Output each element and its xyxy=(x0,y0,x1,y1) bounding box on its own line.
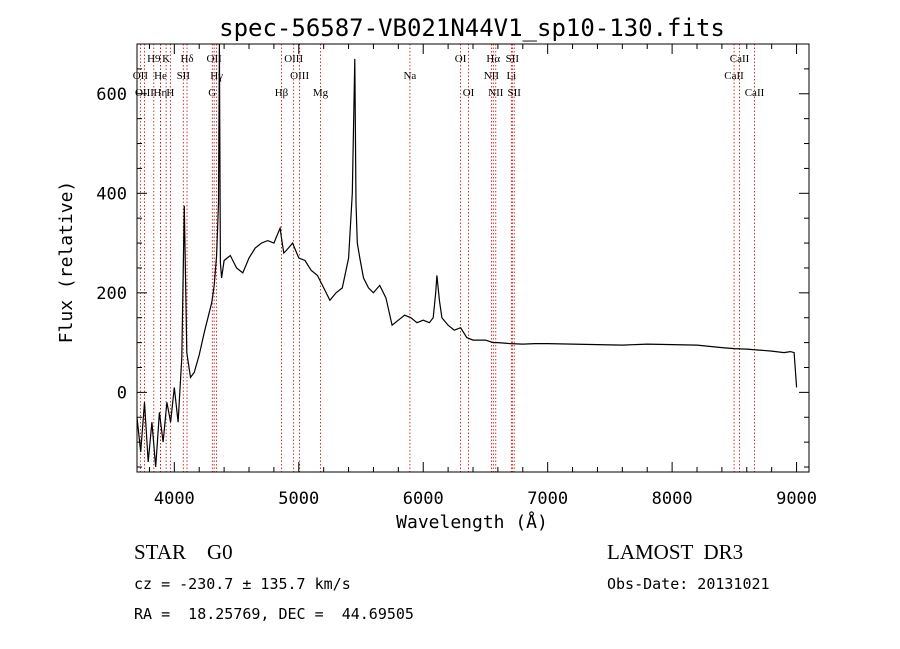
observation-date: Obs-Date: 20131021 xyxy=(607,575,770,593)
x-tick-label-3: 7000 xyxy=(527,489,568,509)
line-label-1: K xyxy=(162,53,170,65)
line-label-17: CaII xyxy=(724,70,744,82)
line-label-3: OII xyxy=(207,53,223,65)
y-axis-label: Flux (relative) xyxy=(56,181,77,344)
line-label-27: CaII xyxy=(745,87,765,99)
line-label-9: OII xyxy=(133,70,149,82)
plot-frame xyxy=(136,43,810,473)
chart-title: spec-56587-VB021N44V1_sp10-130.fits xyxy=(219,14,725,42)
line-label-22: Hβ xyxy=(275,87,289,99)
x-axis-label: Wavelength (Å) xyxy=(396,511,548,533)
line-label-11: SII xyxy=(177,70,191,82)
x-tick-label-2: 6000 xyxy=(403,489,444,509)
line-label-4: OIII xyxy=(284,53,303,65)
line-label-16: Li xyxy=(506,70,516,82)
line-label-24: OI xyxy=(463,87,475,99)
x-tick-label-1: 5000 xyxy=(278,489,319,509)
x-tick-label-4: 8000 xyxy=(652,489,693,509)
line-label-20: H xyxy=(166,87,174,99)
line-label-26: SII xyxy=(507,87,521,99)
spectrum-series-line xyxy=(136,43,798,468)
line-label-7: SII xyxy=(506,53,520,65)
redshift-velocity: cz = -230.7 ± 135.7 km/s xyxy=(134,575,351,593)
line-label-2: Hδ xyxy=(180,53,193,65)
line-label-18: OIII xyxy=(135,87,154,99)
x-tick-label-0: 4000 xyxy=(154,489,195,509)
emission-line-labels: H9 K Hδ OII OIII OI Hα SII CaII OII He SII Hγ OIII Na N… xyxy=(133,53,765,99)
spectrum-chart: spec-56587-VB021N44V1_sp10-130.fits H9 K H… xyxy=(56,14,817,533)
survey-name: LAMOST DR3 xyxy=(607,540,744,564)
line-label-14: Na xyxy=(403,70,416,82)
y-axis: 0 200 400 600 xyxy=(96,43,809,468)
line-label-6: Hα xyxy=(486,53,500,65)
line-label-25: NII xyxy=(488,87,504,99)
line-label-5: OI xyxy=(455,53,467,65)
emission-line-markers xyxy=(139,44,755,472)
y-tick-label-3: 600 xyxy=(96,85,127,105)
line-label-13: OIII xyxy=(290,70,309,82)
y-tick-label-0: 0 xyxy=(117,383,127,403)
line-label-0: H9 xyxy=(147,53,161,65)
line-label-19: Hη xyxy=(154,87,168,99)
y-tick-label-2: 400 xyxy=(96,184,127,204)
x-axis: 4000 5000 6000 7000 8000 9000 xyxy=(148,44,817,509)
object-class: STAR G0 xyxy=(134,540,233,564)
line-label-21: G xyxy=(208,87,216,99)
line-label-10: He xyxy=(154,70,167,82)
line-label-12: Hγ xyxy=(210,70,223,82)
line-label-15: NII xyxy=(484,70,500,82)
line-label-8: CaII xyxy=(730,53,750,65)
x-tick-label-5: 9000 xyxy=(776,489,817,509)
line-label-23: Mg xyxy=(313,87,329,99)
ra-dec-coordinates: RA = 18.25769, DEC = 44.69505 xyxy=(134,605,414,623)
y-tick-label-1: 200 xyxy=(96,284,127,304)
